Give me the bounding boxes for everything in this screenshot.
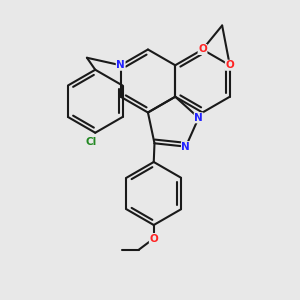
Text: Cl: Cl xyxy=(86,137,97,147)
Text: N: N xyxy=(194,113,203,123)
Text: O: O xyxy=(198,44,207,55)
Text: N: N xyxy=(116,60,125,70)
Text: O: O xyxy=(225,60,234,70)
Text: N: N xyxy=(182,142,190,152)
Text: O: O xyxy=(149,233,158,244)
